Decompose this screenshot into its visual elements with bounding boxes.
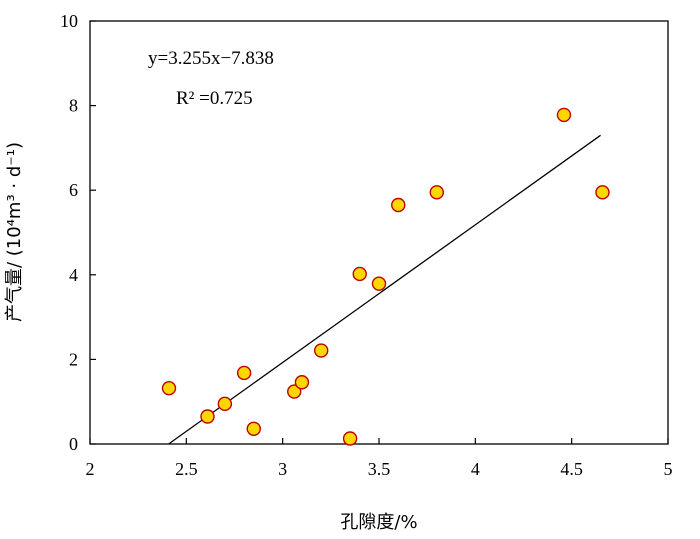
- x-tick-label: 3.5: [368, 459, 391, 479]
- data-point: [246, 421, 261, 436]
- y-tick-label: 2: [69, 349, 78, 369]
- y-tick-label: 0: [69, 434, 78, 454]
- data-point: [595, 185, 610, 200]
- x-axis-title: 孔隙度/%: [340, 512, 417, 533]
- regression-equation: y=3.255x−7.838: [148, 48, 274, 69]
- y-axis-ticks: 0 2 4 6 8 10: [60, 11, 96, 454]
- data-point: [391, 197, 406, 213]
- x-tick-label: 2.5: [175, 459, 198, 479]
- data-point: [429, 185, 444, 200]
- data-point: [342, 431, 358, 446]
- data-point: [217, 396, 233, 412]
- data-point: [236, 365, 252, 381]
- x-axis-ticks: 2 2.5 3 3.5 4 4.5 5: [86, 438, 673, 479]
- y-tick-label: 8: [69, 96, 78, 116]
- y-tick-label: 6: [69, 180, 78, 200]
- data-point: [371, 276, 387, 291]
- y-tick-label: 4: [69, 265, 78, 285]
- data-point: [161, 380, 177, 396]
- x-tick-label: 5: [664, 459, 673, 479]
- r-squared-label: R² =0.725: [176, 88, 253, 109]
- data-point: [556, 107, 572, 123]
- data-point: [294, 375, 310, 390]
- x-tick-label: 2: [86, 459, 95, 479]
- trend-line: [168, 134, 601, 445]
- x-tick-label: 3: [278, 459, 287, 479]
- data-point: [352, 266, 367, 282]
- plot-frame: [89, 20, 669, 445]
- x-tick-label: 4: [471, 459, 480, 479]
- data-point: [200, 409, 215, 424]
- x-tick-label: 4.5: [560, 459, 583, 479]
- data-points: [161, 107, 610, 446]
- data-point: [287, 384, 302, 399]
- y-tick-label: 10: [60, 11, 78, 31]
- data-point: [314, 343, 329, 358]
- y-axis-title: 产气量/ (10⁴m³ · d⁻¹): [4, 142, 25, 322]
